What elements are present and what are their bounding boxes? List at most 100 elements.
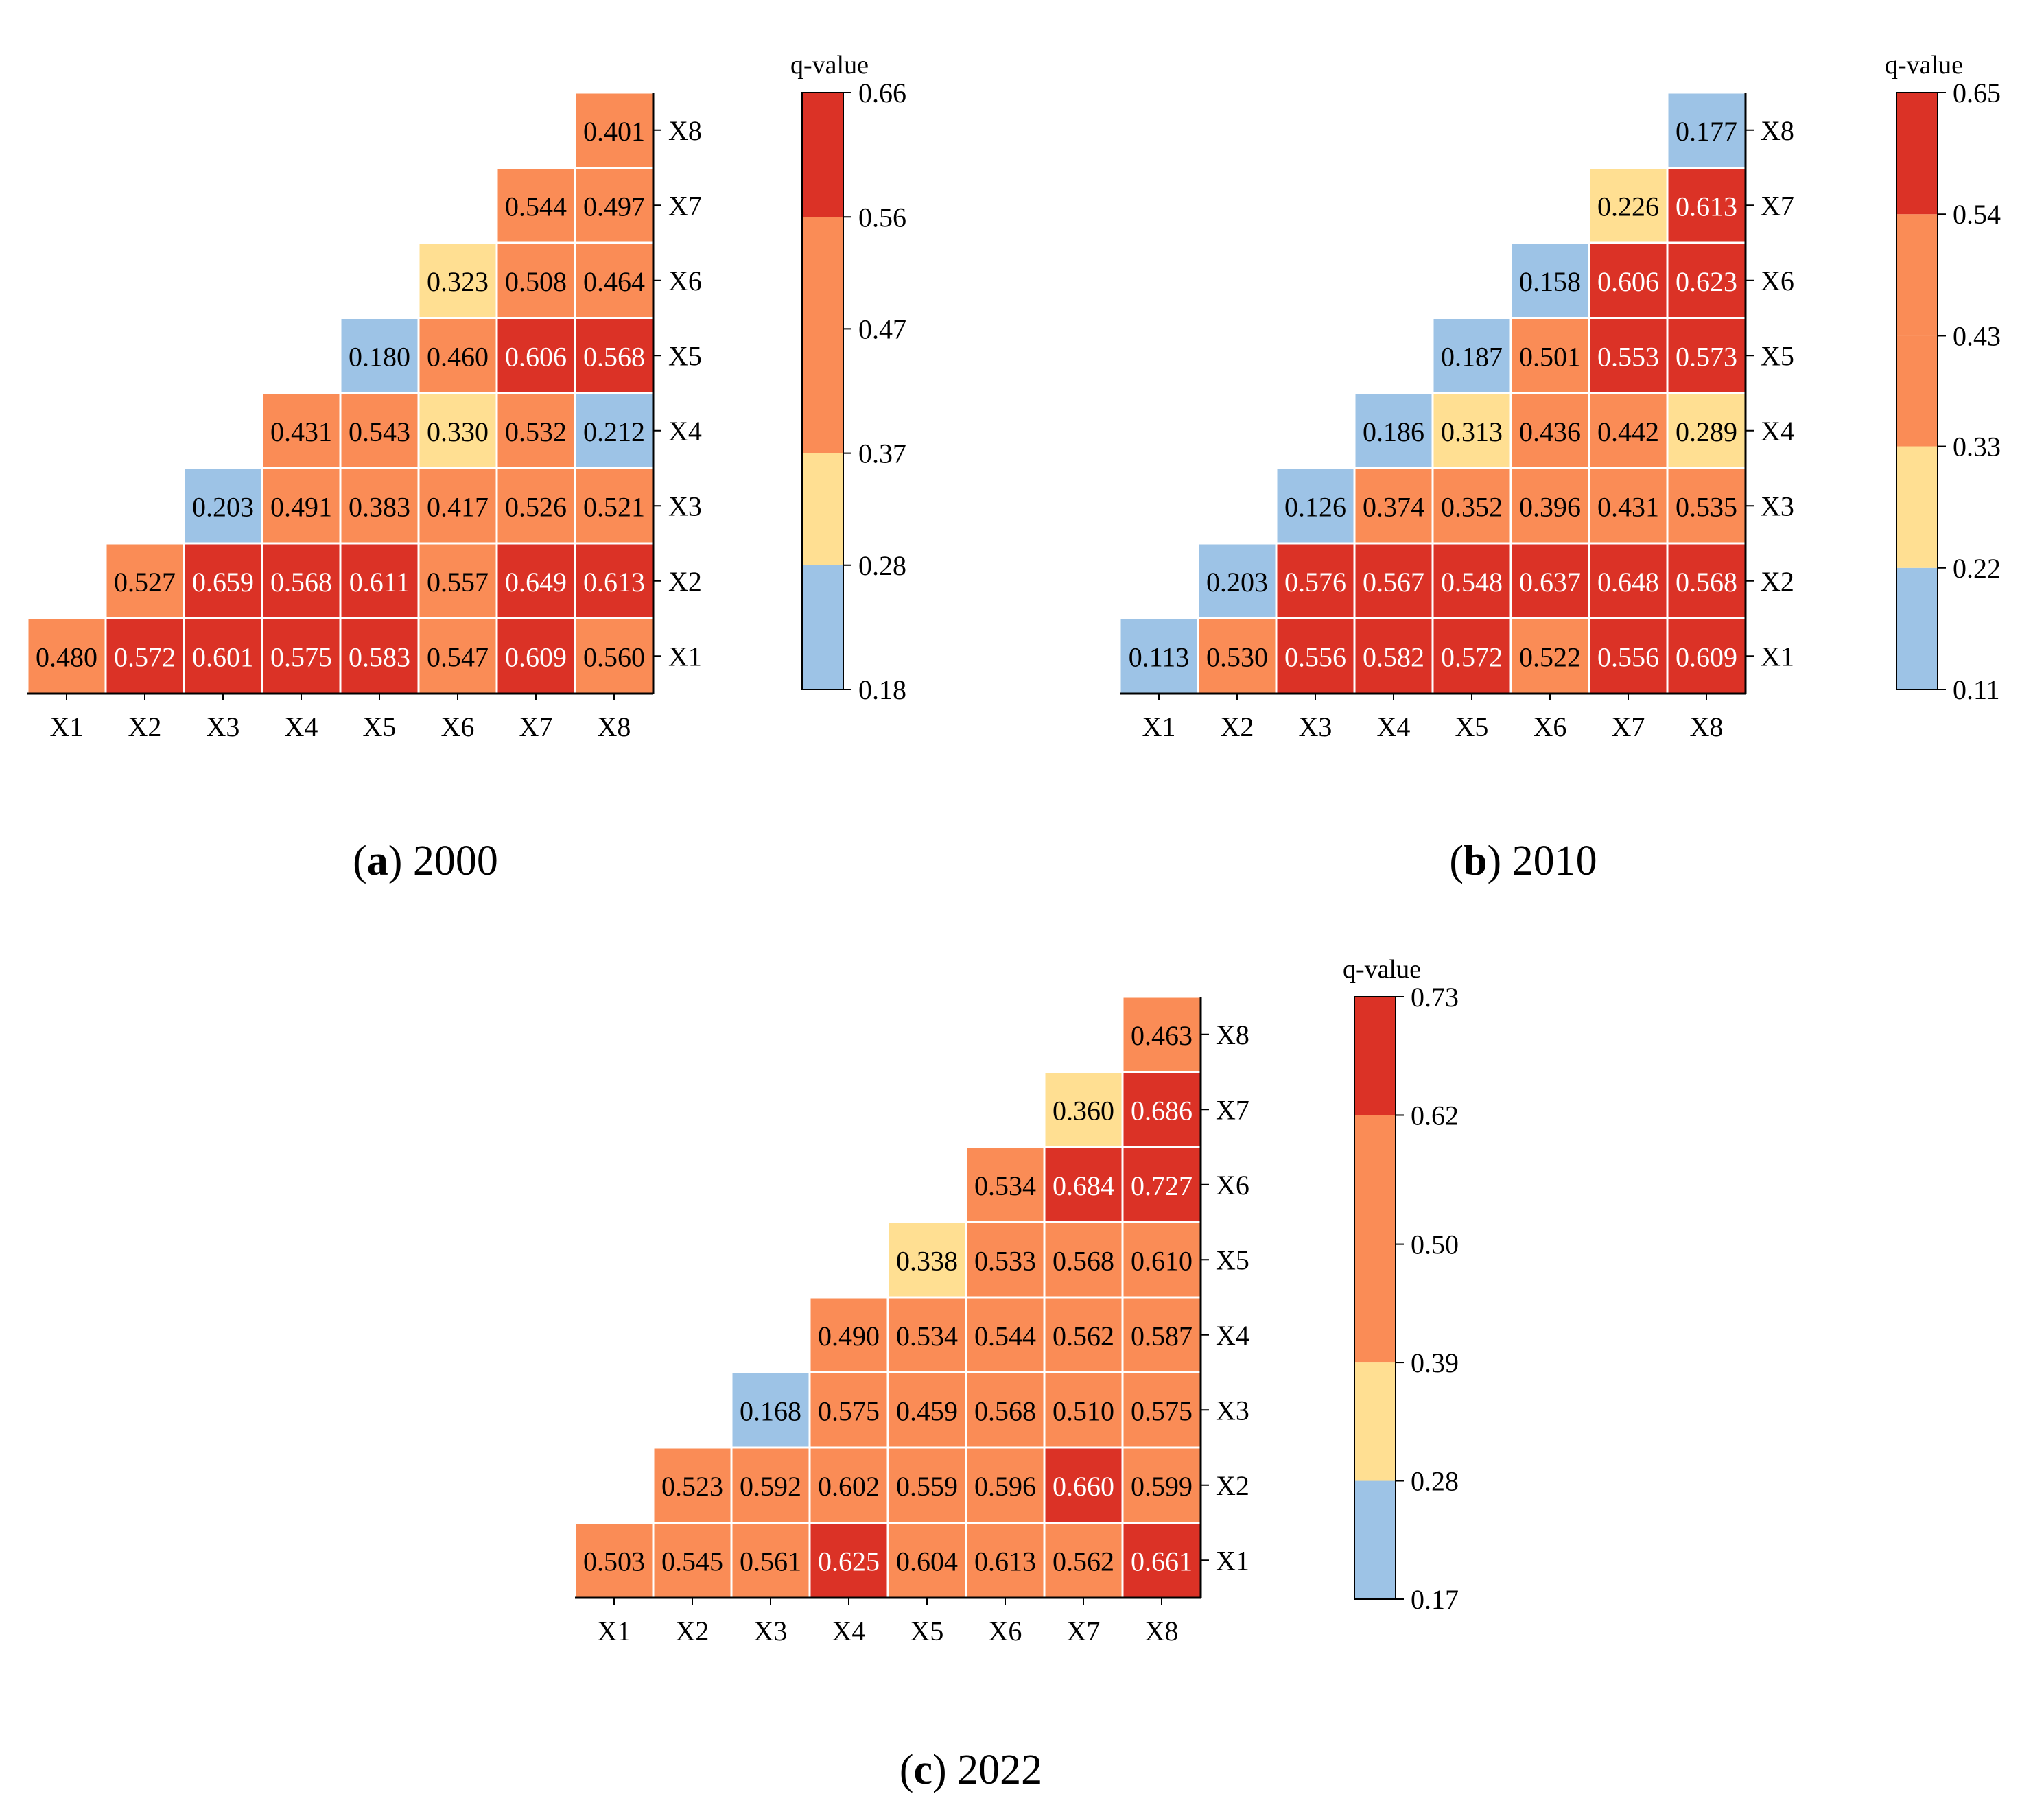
heatmap-cell: [1275, 617, 1356, 695]
colorbar-tick-label: 0.73: [1411, 982, 1459, 1013]
heatmap-cell: [574, 167, 655, 244]
colorbar-tick-label: 0.33: [1953, 432, 2001, 462]
heatmap-panel-a: 0.480 0.572 0.601 0.575 0.583 0.547 0.609 0.560…: [26, 51, 906, 884]
colorbar-tick-label: 0.62: [1411, 1100, 1459, 1131]
cell-value-label: 0.113: [1129, 641, 1190, 672]
cell-value-label: 0.186: [1363, 416, 1424, 447]
cell-value-label: 0.360: [1053, 1095, 1114, 1126]
x-tick-label: X3: [754, 1616, 788, 1646]
heatmap-cell: [339, 317, 420, 394]
cell-value-label: 0.592: [740, 1471, 801, 1502]
cell-value-label: 0.431: [1597, 491, 1659, 522]
cell-value-label: 0.611: [349, 567, 410, 598]
heatmap-cell: [417, 467, 498, 545]
colorbar-segment: [802, 329, 843, 453]
cell-value-label: 0.623: [1676, 266, 1737, 297]
heatmap-cell: [886, 1221, 967, 1299]
heatmap-cell: [1353, 467, 1434, 545]
caption-letter: b: [1464, 838, 1487, 884]
cell-value-label: 0.562: [1053, 1546, 1114, 1577]
cell-value-label: 0.534: [974, 1170, 1036, 1201]
cell-value-label: 0.548: [1441, 567, 1503, 598]
heatmap-cell: [1043, 1371, 1124, 1449]
y-tick-label: X1: [1216, 1545, 1249, 1576]
heatmap-cell: [730, 1371, 811, 1449]
x-tick-label: X1: [50, 711, 84, 742]
heatmap-cell: [1588, 241, 1669, 319]
x-tick-label: X5: [1455, 711, 1489, 742]
y-tick-label: X5: [1216, 1244, 1249, 1275]
heatmap-cell: [417, 317, 498, 394]
cell-value-label: 0.545: [661, 1546, 723, 1577]
cell-value-label: 0.601: [192, 641, 254, 672]
y-tick-label: X7: [668, 190, 702, 221]
y-tick-label: X8: [1761, 115, 1794, 146]
x-tick-label: X1: [1142, 711, 1176, 742]
heatmap-cell: [417, 241, 498, 319]
y-tick-label: X4: [1216, 1320, 1249, 1351]
cell-value-label: 0.613: [583, 567, 645, 598]
cell-value-label: 0.556: [1597, 641, 1659, 672]
x-tick-label: X6: [1534, 711, 1567, 742]
y-tick-label: X5: [668, 340, 702, 371]
colorbar-segment: [1354, 1480, 1396, 1599]
y-tick-label: X3: [1761, 491, 1794, 521]
heatmap-cell: [1197, 542, 1278, 619]
cell-value-label: 0.534: [896, 1321, 958, 1351]
heatmap-cell: [1509, 542, 1590, 619]
cell-value-label: 0.557: [427, 567, 489, 598]
colorbar-tick-label: 0.54: [1953, 199, 2001, 230]
cell-value-label: 0.560: [583, 641, 645, 672]
cell-value-label: 0.501: [1519, 341, 1581, 372]
heatmap-cell: [1431, 392, 1512, 469]
heatmap-cell: [1121, 1221, 1202, 1299]
colorbar-tick-label: 0.37: [858, 438, 906, 469]
cell-value-label: 0.459: [896, 1395, 958, 1426]
x-tick-label: X5: [911, 1616, 944, 1646]
heatmap-cell: [574, 467, 655, 545]
cell-value-label: 0.180: [349, 341, 410, 372]
panel-caption: (b) 2010: [1449, 838, 1597, 884]
x-tick-label: X2: [128, 711, 162, 742]
cell-value-label: 0.480: [36, 641, 97, 672]
cell-value-label: 0.572: [1441, 641, 1503, 672]
cell-value-label: 0.609: [1676, 641, 1737, 672]
cell-value-label: 0.463: [1131, 1020, 1193, 1051]
cell-value-label: 0.330: [427, 416, 489, 447]
cell-value-label: 0.431: [270, 416, 332, 447]
cell-value-label: 0.497: [583, 191, 645, 222]
heatmap-cell: [339, 542, 420, 619]
y-tick-label: X7: [1761, 190, 1794, 221]
cell-value-label: 0.576: [1284, 567, 1346, 598]
cell-value-label: 0.203: [192, 491, 254, 522]
cell-value-label: 0.510: [1053, 1395, 1114, 1426]
x-tick-label: X4: [832, 1616, 866, 1646]
heatmap-cell: [339, 392, 420, 469]
cell-value-label: 0.561: [740, 1546, 801, 1577]
heatmap-cell: [886, 1371, 967, 1449]
cell-value-label: 0.613: [1676, 191, 1737, 222]
colorbar-tick-label: 0.56: [858, 202, 906, 233]
heatmap-cell: [104, 617, 185, 695]
colorbar-segment: [802, 565, 843, 689]
colorbar-title: q-value: [790, 51, 869, 80]
y-tick-label: X3: [668, 491, 702, 521]
heatmap-cell: [1043, 1146, 1124, 1223]
colorbar-tick-label: 0.43: [1953, 320, 2001, 351]
cell-value-label: 0.575: [270, 641, 332, 672]
cell-value-label: 0.508: [505, 266, 567, 297]
heatmap-panel-c: 0.503 0.545 0.561 0.625 0.604 0.613 0.562 0.661…: [574, 955, 1459, 1793]
colorbar-segment: [1896, 335, 1938, 447]
heatmap-cell: [574, 617, 655, 695]
x-tick-label: X8: [1145, 1616, 1179, 1646]
heatmap-cell: [1509, 467, 1590, 545]
colorbar-frame: [801, 92, 844, 690]
cell-value-label: 0.383: [349, 491, 410, 522]
cell-value-label: 0.535: [1676, 491, 1737, 522]
cell-value-label: 0.313: [1441, 416, 1503, 447]
cell-value-label: 0.396: [1519, 491, 1581, 522]
heatmap-cell: [652, 1446, 733, 1524]
heatmap-cell: [1588, 542, 1669, 619]
cell-value-label: 0.374: [1363, 491, 1424, 522]
heatmap-cell: [261, 467, 342, 545]
